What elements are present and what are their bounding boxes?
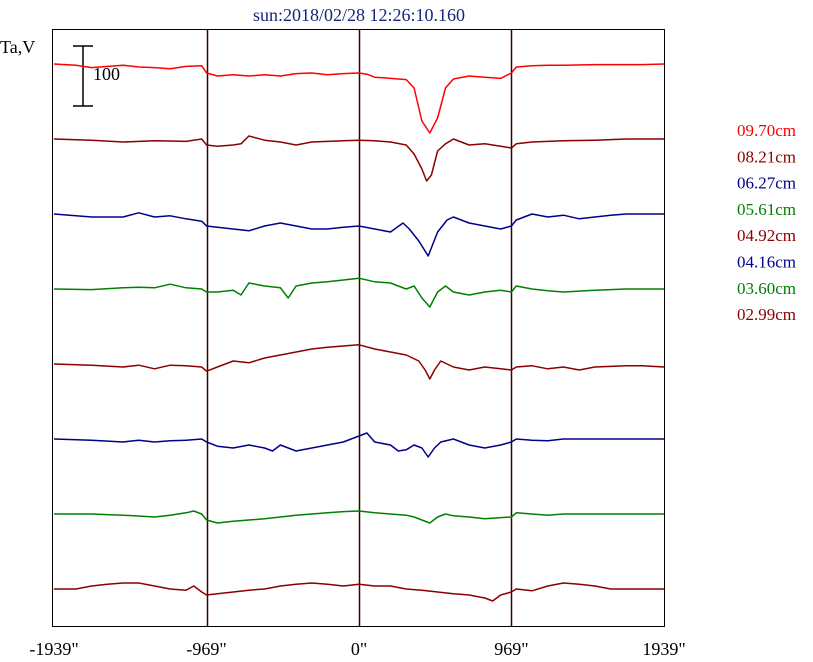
x-tick-label-3: 969" [494,639,528,659]
series-line-2 [53,212,664,257]
vertical-marker-lines [206,30,513,626]
series-line-5 [53,432,664,458]
plot-frame [52,29,665,627]
x-tick-label-4: 1939" [642,639,685,659]
legend-entry-0: 09.70cm [737,121,796,140]
series-lines [53,63,665,602]
x-axis-ticks: -1939" -969" 0" 969" 1939" [29,639,685,659]
chart-title: sun:2018/02/28 12:26:10.160 [253,5,465,25]
legend: 09.70cm 08.21cm 06.27cm 05.61cm 04.92cm 04.16… [737,121,796,324]
legend-entry-5: 04.16cm [737,253,796,272]
legend-entry-2: 06.27cm [737,174,796,193]
x-tick-label-1: -969" [186,639,226,659]
scale-bar-label: 100 [93,64,120,84]
series-line-0 [53,63,665,134]
series-line-7 [54,582,664,602]
series-line-6 [54,510,664,524]
scale-bar: 100 [73,45,120,107]
legend-entry-1: 08.21cm [737,147,796,166]
series-line-4 [53,344,665,380]
series-line-3 [53,277,664,308]
legend-entry-6: 03.60cm [737,279,796,298]
legend-entry-3: 05.61cm [737,200,796,219]
x-tick-label-0: -1939" [29,639,78,659]
legend-entry-7: 02.99cm [737,305,796,324]
legend-entry-4: 04.92cm [737,226,796,245]
x-tick-label-2: 0" [351,639,367,659]
series-line-1 [53,135,664,182]
y-axis-label: Ta,V [0,37,35,57]
